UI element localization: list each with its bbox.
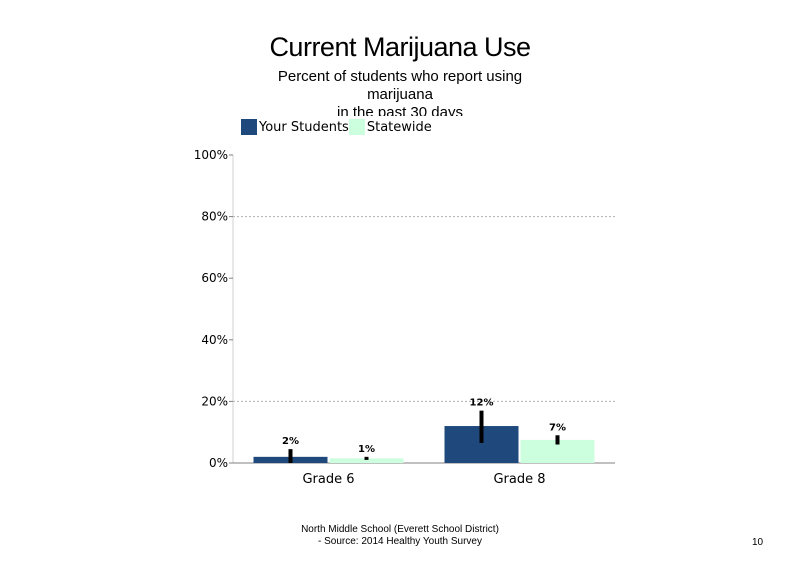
subtitle-line: marijuana xyxy=(367,86,433,103)
chart-title: Current Marijuana Use xyxy=(269,32,531,62)
y-tick-label: 40% xyxy=(201,333,228,347)
y-tick-label: 80% xyxy=(201,210,228,224)
bar xyxy=(329,458,404,463)
y-tick-label: 60% xyxy=(201,271,228,285)
footer-source: - Source: 2014 Healthy Youth Survey xyxy=(318,536,482,547)
footer: North Middle School (Everett School Dist… xyxy=(250,524,550,548)
data-label: 1% xyxy=(358,444,375,455)
data-label: 12% xyxy=(470,398,494,409)
y-tick-label: 20% xyxy=(201,394,228,408)
legend-label: Statewide xyxy=(366,119,432,135)
data-label: 7% xyxy=(549,422,566,433)
data-label: 2% xyxy=(282,436,299,447)
legend-item-your-students: Your Students xyxy=(241,119,349,135)
bar xyxy=(520,439,595,463)
legend-item-statewide: Statewide xyxy=(348,119,432,135)
subtitle-line: Percent of students who report using xyxy=(277,68,523,85)
legend-swatch xyxy=(348,119,365,135)
legend-swatch xyxy=(241,119,257,135)
x-category-label: Grade 6 xyxy=(302,472,354,487)
chart-subtitle: Percent of students who report using mar… xyxy=(240,68,560,116)
page-number: 10 xyxy=(752,537,764,548)
x-category-label: Grade 8 xyxy=(493,472,545,487)
legend-label: Your Students xyxy=(259,119,349,135)
y-tick-label: 0% xyxy=(209,456,228,470)
subtitle-line: in the past 30 days xyxy=(337,104,463,116)
chart-legend: Your Students Statewide xyxy=(241,118,436,136)
footer-school: North Middle School (Everett School Dist… xyxy=(301,524,499,535)
y-tick-label: 100% xyxy=(194,148,228,162)
